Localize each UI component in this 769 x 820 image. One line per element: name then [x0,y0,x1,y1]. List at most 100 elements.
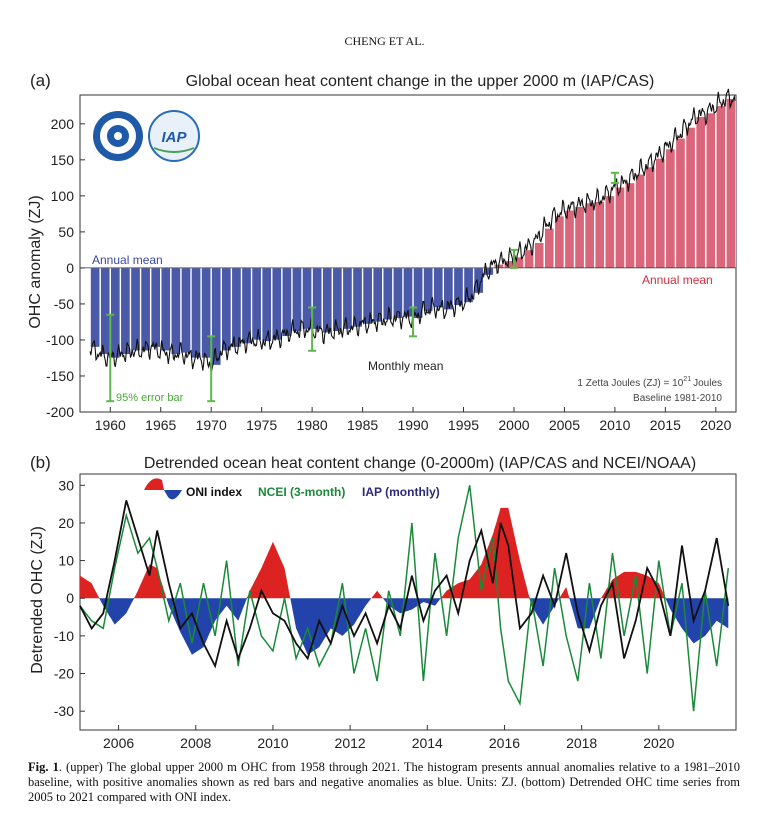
annual-bar [312,267,323,330]
annual-bar [120,267,131,355]
annual-bar [594,201,605,269]
panel-a: (a) Global ocean heat content change in … [27,71,737,433]
panel-a-label: (a) [30,71,51,90]
baseline-note: Baseline 1981-2010 [633,393,722,404]
y-tick-label: 150 [51,152,75,168]
annual-bar [483,267,494,276]
annual-mean-label-right: Annual mean [642,273,713,287]
panel-a-xticks: 1960 1965 1970 1975 1980 1985 1990 1995 2000 2005… [95,407,732,433]
annual-bar [403,267,413,318]
annual-bar [715,105,726,269]
panel-b-lines [79,485,730,712]
svg-text:IAP: IAP [161,129,187,146]
panel-b-plot-frame [79,473,737,731]
x-tick-label: 2018 [566,735,597,751]
annual-bar [726,98,736,269]
oni-legend-positive-swatch [144,478,164,490]
annual-bar [695,116,706,269]
annual-bar [181,267,191,354]
y-tick-label: 0 [66,260,74,276]
units-note: 1 Zetta Joules (ZJ) = 1021 Joules [577,376,722,389]
panel-a-bars [90,98,736,366]
x-tick-label: 2005 [549,417,580,433]
ncei-line [79,485,730,712]
annual-bar [271,267,282,341]
panel-a-yticks: -200 -150 -100 -50 0 50 100 150 200 [46,116,85,420]
oni-legend-negative-swatch [164,490,182,500]
y-tick-label: 0 [66,590,74,606]
annual-bar [564,209,575,269]
annual-bar [705,112,716,269]
annual-mean-label-left: Annual mean [92,253,163,267]
annual-bar [140,267,151,352]
annual-bar [675,137,686,269]
annual-bar [110,267,121,359]
x-tick-label: 1960 [95,417,126,433]
x-tick-label: 1990 [397,417,428,433]
units-suffix: Joules [693,378,722,389]
x-tick-label: 1975 [246,417,277,433]
y-tick-label: 20 [58,515,74,531]
y-tick-label: 100 [51,188,75,204]
annual-bar [160,267,171,352]
annual-bar [261,267,272,342]
y-tick-label: -150 [46,368,74,384]
y-tick-label: -30 [54,703,74,719]
oni-negative-area [80,598,729,655]
annual-bar [614,186,625,269]
annual-bar [534,242,545,269]
annual-bar [251,267,262,341]
annual-bar [665,148,676,269]
x-tick-label: 2016 [489,735,520,751]
x-tick-label: 1980 [297,417,328,433]
annual-bar [221,267,232,352]
error-bar-label: 95% error bar [116,392,184,404]
x-tick-label: 2012 [335,735,366,751]
x-tick-label: 2020 [700,417,731,433]
panel-b-oni [80,507,729,655]
annual-bar [685,127,696,269]
x-tick-label: 2000 [498,417,529,433]
x-tick-label: 2006 [103,735,134,751]
y-tick-label: -20 [54,666,74,682]
annual-bar [574,206,585,269]
y-tick-label: 200 [51,116,75,132]
figure: (a) Global ocean heat content change in … [27,71,737,751]
x-tick-label: 1965 [145,417,176,433]
annual-bar [231,267,242,348]
panel-a-plot-frame [79,94,737,413]
x-tick-label: 1995 [448,417,479,433]
legend-oni: ONI index [186,485,242,499]
annual-bar [150,267,161,348]
x-tick-label: 2010 [599,417,630,433]
annual-bar [554,215,565,269]
panel-b-xticks: 2006 2008 2010 2012 2014 2016 2018 2020 [103,725,675,751]
annual-bar [584,202,595,269]
cas-logo [93,111,143,161]
panel-b-label: (b) [30,453,51,472]
panel-b: (b) Detrended ocean heat content change … [29,453,737,751]
annual-bar [130,267,141,352]
annual-bar [392,267,403,319]
annual-bar [625,182,635,269]
y-tick-label: 10 [58,553,74,569]
legend-ncei: NCEI (3-month) [258,485,345,499]
y-tick-label: -50 [54,296,74,312]
annual-bar [645,166,656,269]
caption-text: . (upper) The global upper 2000 m OHC fr… [28,760,741,804]
units-line1: 1 Zetta Joules (ZJ) = 10 [577,378,683,389]
iap-logo: IAP [148,110,200,162]
panel-b-title: Detrended ocean heat content change (0-2… [144,455,696,472]
units-exponent: 21 [683,376,691,383]
panel-a-title: Global ocean heat content change in the … [186,73,655,90]
annual-bar [100,267,111,355]
legend-iap: IAP (monthly) [362,485,440,499]
x-tick-label: 2008 [180,735,211,751]
panel-a-ylabel: OHC anomaly (ZJ) [27,195,44,328]
annual-bar [211,267,222,366]
oni-positive-area [80,507,729,599]
annual-bar [201,267,212,359]
annual-bar [191,267,201,359]
panel-a-error-bars [106,171,619,403]
y-tick-label: -200 [46,404,74,420]
